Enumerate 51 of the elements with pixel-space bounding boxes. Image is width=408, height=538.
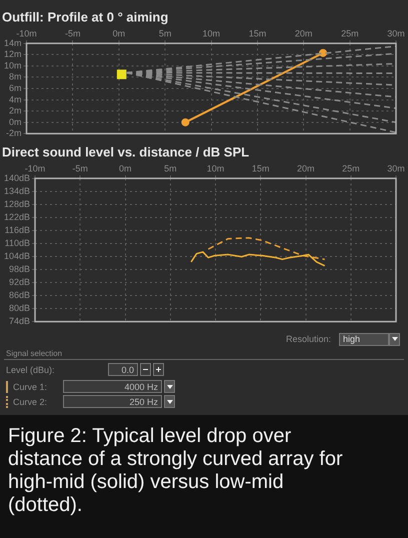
x-tick-label: 5m xyxy=(158,28,172,38)
x-tick-label: 15m xyxy=(252,163,270,174)
text: 250 Hz xyxy=(129,396,158,406)
x-tick-label: 25m xyxy=(341,28,359,38)
x-tick-label: -5m xyxy=(64,28,80,38)
y-tick-label: 122dB xyxy=(4,212,30,222)
x-tick-label: -5m xyxy=(72,163,88,174)
x-tick-label: -10m xyxy=(24,163,46,174)
y-tick-label: 140dB xyxy=(4,172,30,183)
y-tick-label: -2m xyxy=(6,128,22,138)
y-tick-label: 12m xyxy=(4,49,22,60)
y-tick-label: 14m xyxy=(4,38,22,48)
y-tick-label: 4m xyxy=(8,94,22,104)
text: Signal selection xyxy=(6,349,62,358)
y-tick-label: 98dB xyxy=(8,264,30,274)
y-tick-label: 92dB xyxy=(8,277,30,288)
text: Curve 2: xyxy=(13,396,48,406)
text: Level (dBu): xyxy=(6,364,55,374)
y-tick-label: 0m xyxy=(8,116,22,127)
y-tick-label: 104dB xyxy=(4,250,30,261)
text: Curve 1: xyxy=(13,382,48,392)
text: 0.0 xyxy=(121,364,134,374)
text: Resolution: xyxy=(286,334,331,344)
x-tick-label: -10m xyxy=(16,28,37,38)
x-tick-label: 20m xyxy=(297,163,315,174)
chart-title: Outfill: Profile at 0 ° aiming xyxy=(2,9,168,24)
x-tick-label: 25m xyxy=(342,163,360,174)
x-tick-label: 15m xyxy=(248,28,266,38)
text: high xyxy=(343,334,360,344)
y-tick-label: 6m xyxy=(8,82,22,93)
y-tick-label: 2m xyxy=(8,106,22,116)
y-tick-label: 10m xyxy=(4,60,22,70)
x-tick-label: 10m xyxy=(206,163,224,174)
y-tick-label: 80dB xyxy=(8,303,30,314)
y-tick-label: 116dB xyxy=(4,224,30,235)
chart-title: Direct sound level vs. distance / dB SPL xyxy=(2,144,250,160)
x-tick-label: 5m xyxy=(164,163,177,174)
x-tick-label: 30m xyxy=(387,163,405,174)
y-tick-label: 110dB xyxy=(4,238,30,248)
caption: Figure 2: Typical level drop over distance of a strongly curved array for high-mid (solid) versus low-mid (dotted). xyxy=(8,425,343,516)
x-tick-label: 10m xyxy=(202,28,220,38)
y-tick-label: 134dB xyxy=(4,186,30,196)
x-tick-label: 20m xyxy=(294,28,312,38)
y-tick-label: 86dB xyxy=(8,290,30,300)
y-tick-label: 8m xyxy=(8,72,22,82)
text: 4000 Hz xyxy=(124,382,158,392)
y-tick-label: 128dB xyxy=(4,198,30,209)
x-tick-label: 30m xyxy=(387,28,405,38)
x-tick-label: 0m xyxy=(112,28,126,38)
x-tick-label: 0m xyxy=(119,163,132,174)
y-tick-label: 74dB xyxy=(8,316,30,326)
